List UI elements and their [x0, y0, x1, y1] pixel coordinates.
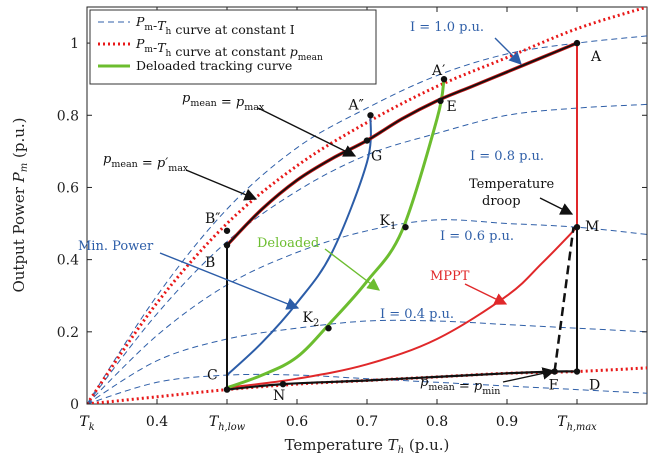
point-label-k2: K2: [303, 310, 320, 329]
arrow-deloaded: [324, 248, 381, 291]
point-k1: [402, 223, 409, 231]
y-tick-label: 0.6: [57, 180, 79, 196]
constant-pressure-curve-1: [87, 366, 647, 404]
mppt-curve: [226, 226, 578, 389]
point-label-e: E: [447, 99, 457, 115]
point-label-b″: B″: [205, 211, 221, 227]
constant-pressure-curve-0: [87, 7, 647, 404]
arrow-mppt: [464, 283, 508, 305]
point-n: [279, 380, 287, 388]
point-label-a′: A′: [431, 63, 445, 79]
x-tick-label: 0.6: [286, 414, 308, 430]
point-e: [437, 97, 444, 105]
point-label-a: A: [590, 49, 602, 65]
x-axis-label: Temperature Th (p.u.): [285, 436, 450, 456]
legend-entry-1: Pm-Th curve at constant pmean: [135, 36, 323, 63]
point-label-c: C: [207, 368, 218, 384]
point-label-m: M: [585, 219, 599, 235]
points-layer: A A′ A″ E G B″ B K1 K2 M C N F D: [205, 39, 602, 404]
x-tick-label: 0.7: [356, 414, 378, 430]
arrow-i10: [494, 37, 522, 65]
min-power-curve: [226, 115, 372, 376]
annotations-layer: pmean = pmax pmean = p′max pmean = pmin Tem…: [78, 20, 574, 397]
annotation-pmean-pmaxp: pmean = p′max: [103, 152, 189, 174]
annotation-pmean-pmin: pmean = pmin: [420, 375, 500, 397]
y-axis-label: Output Power Pm (p.u.): [10, 117, 30, 292]
annotation-i-0-8: I = 0.8 p.u.: [470, 149, 544, 164]
arrow-min-power: [159, 252, 300, 310]
constant-current-curve-2: [87, 219, 647, 404]
point-label-k1: K1: [380, 213, 397, 232]
point-label-f: F: [549, 378, 559, 394]
x-tick-label: Th,low: [209, 414, 246, 433]
point-label-d: D: [589, 378, 600, 394]
constant-current-curve-3: [87, 319, 647, 404]
annotation-i-0-4: I = 0.4 p.u.: [380, 307, 454, 322]
point-label-n: N: [273, 388, 285, 404]
point-a: [573, 39, 581, 47]
y-tick-label: 0.2: [57, 325, 79, 341]
point-c: [223, 386, 231, 393]
point-b″: [223, 227, 231, 234]
arrow-droop: [539, 197, 574, 215]
arrow-pmax: [257, 107, 357, 157]
x-tick-label: 0.8: [426, 414, 448, 430]
arrow-pmaxp: [185, 169, 258, 201]
x-tick-label: Tk: [79, 414, 94, 433]
constant-current-curve-0: [87, 35, 647, 404]
point-g: [363, 137, 371, 144]
point-a′: [440, 75, 448, 83]
point-a″: [367, 112, 374, 119]
legend: Pm-Th curve at constant IPm-Th curve at …: [89, 9, 377, 85]
annotation-temperature: Temperature: [469, 177, 554, 192]
legend-entry-0: Pm-Th curve at constant I: [135, 14, 295, 37]
annotation-min-power: Min. Power: [78, 239, 154, 254]
point-label-b: B: [205, 255, 215, 271]
x-tick-label: 0.9: [496, 414, 518, 430]
legend-box: [89, 9, 377, 85]
point-d: [573, 368, 581, 375]
legend-entry-2: Deloaded tracking curve: [136, 58, 292, 73]
point-k2: [325, 325, 332, 332]
deloaded-curve: [226, 78, 446, 390]
annotation-i-1-0: I = 1.0 p.u.: [410, 20, 484, 35]
y-tick-label: 1: [70, 36, 79, 52]
y-tick-label: 0.8: [57, 108, 79, 124]
annotation-pmean-pmax: pmean = pmax: [182, 91, 265, 113]
x-tick-label: Th,max: [557, 414, 597, 433]
point-label-g: G: [371, 149, 382, 165]
y-tick-label: 0: [70, 397, 79, 413]
annotation-deloaded: Deloaded: [257, 236, 319, 251]
annotation-droop: droop: [482, 194, 521, 209]
point-b: [223, 242, 231, 249]
annotation-i-0-6: I = 0.6 p.u.: [440, 229, 514, 244]
arrow-pmin: [502, 367, 556, 383]
point-label-a″: A″: [348, 97, 364, 113]
x-tick-label: 0.4: [146, 414, 168, 430]
temperature-droop-line: [553, 226, 575, 372]
constant-current-curve-4: [87, 373, 647, 404]
annotation-mppt: MPPT: [430, 269, 470, 284]
boundary-curve: [226, 42, 578, 246]
y-tick-label: 0.4: [57, 253, 79, 269]
point-m: [573, 223, 581, 231]
constant-current-curve-1: [87, 103, 647, 404]
